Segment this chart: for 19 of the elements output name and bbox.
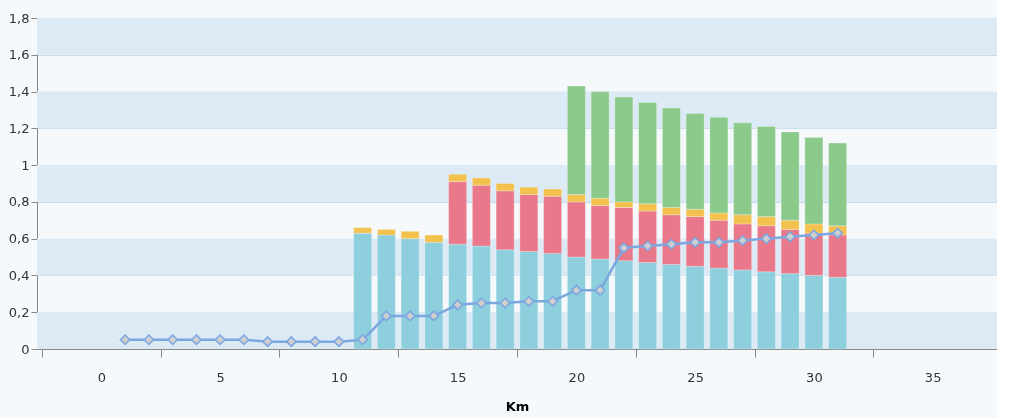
x-tick-label: 0 bbox=[97, 369, 107, 385]
x-tick-label: 5 bbox=[216, 369, 225, 385]
y-tick-label: 1,8 bbox=[8, 10, 30, 26]
x-axis-title: Km bbox=[505, 398, 530, 414]
y-tick-label: 0,4 bbox=[8, 267, 30, 283]
x-tick-label: 20 bbox=[568, 369, 586, 385]
y-tick-label: 1,6 bbox=[8, 47, 30, 63]
y-tick-label: 1,2 bbox=[8, 120, 30, 136]
x-tick-label: 10 bbox=[331, 369, 348, 385]
x-tick-label: 30 bbox=[806, 369, 823, 385]
y-tick-label: 0,6 bbox=[8, 231, 30, 247]
y-tick-label: 0,2 bbox=[8, 304, 30, 320]
x-tick-label: 25 bbox=[687, 369, 704, 385]
y-tick-label: 0 bbox=[21, 341, 30, 357]
y-tick-label: 0,8 bbox=[8, 194, 30, 210]
x-tick-label: 35 bbox=[924, 369, 942, 385]
y-tick-label: 1,4 bbox=[8, 84, 30, 100]
y-tick-label: 1 bbox=[21, 157, 30, 173]
x-tick-label: 15 bbox=[449, 369, 467, 385]
